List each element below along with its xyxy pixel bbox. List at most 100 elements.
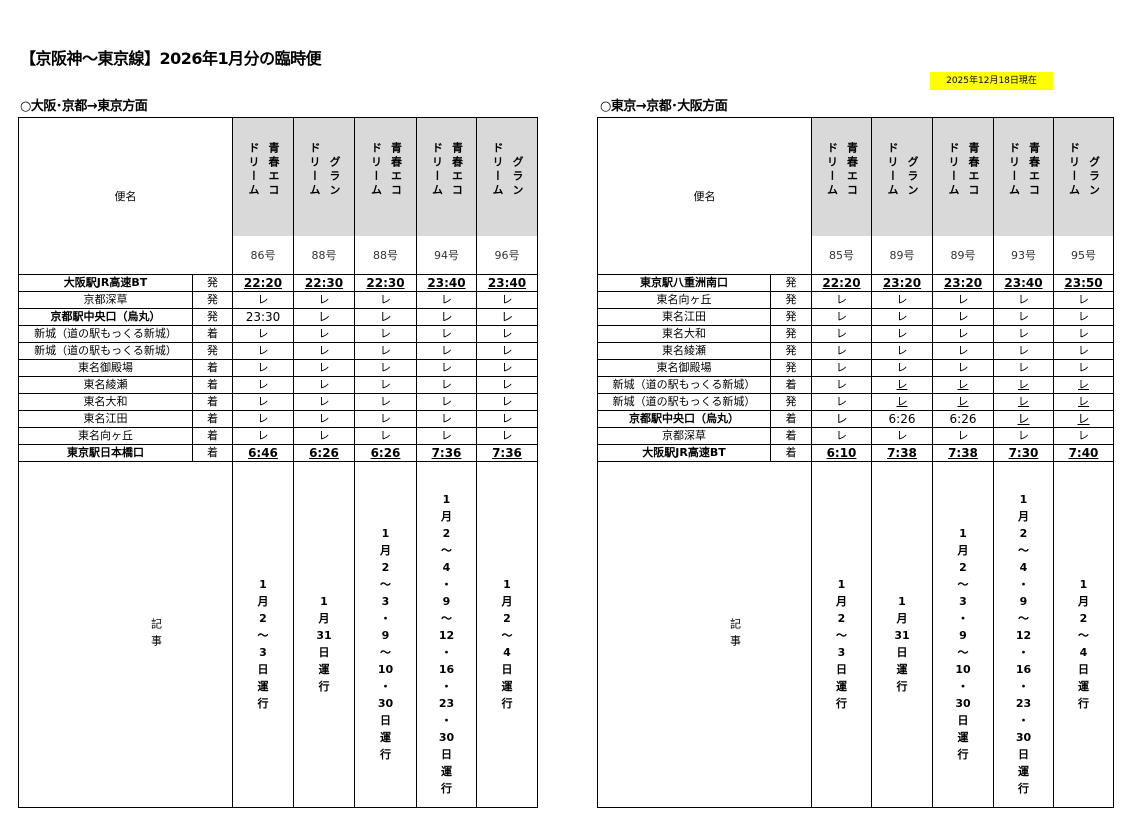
arrive-depart-type: 着: [770, 376, 812, 394]
time-cell: レ: [871, 376, 933, 394]
arrive-depart-type: 発: [192, 291, 233, 309]
time-cell: レ: [293, 410, 355, 428]
table-row: 京都深草発レレレレレ: [18, 291, 538, 309]
note-char: 3: [959, 594, 967, 608]
arrive-depart-type: 着: [770, 427, 812, 445]
arrive-depart-type: 発: [770, 342, 812, 360]
time-cell: レ: [232, 325, 294, 343]
service-number: 89号: [932, 236, 994, 275]
table-row: 東名御殿場発レレレレレ: [597, 359, 1114, 377]
note-char: 2: [1079, 611, 1088, 625]
note-char: 行: [1078, 696, 1089, 710]
note-char: ・: [441, 577, 452, 591]
note-char: 4: [442, 560, 451, 574]
time-cell: レ: [354, 291, 417, 309]
time-cell: レ: [1053, 308, 1114, 326]
note-char: 日: [380, 713, 391, 727]
time-cell: レ: [354, 325, 417, 343]
table-row: 新城（道の駅もっくる新城）発レレレレレ: [18, 342, 538, 360]
arrive-depart-type: 着: [192, 393, 233, 411]
time-cell: レ: [416, 393, 477, 411]
service-number: 89号: [871, 236, 933, 275]
service-name-line: グラン: [906, 156, 919, 198]
note-char: 運: [1018, 764, 1029, 778]
note-char: 日: [1078, 662, 1089, 676]
note-char: ～: [1078, 628, 1089, 642]
time-cell: レ: [932, 359, 994, 377]
note-char: 月: [896, 611, 908, 625]
note-char: 月: [1018, 509, 1029, 523]
note-char: 1: [959, 526, 967, 540]
station-name: 新城（道の駅もっくる新城）: [597, 376, 771, 394]
time-cell: 6:46: [232, 444, 294, 462]
table-row: 東名大和発レレレレレ: [597, 325, 1114, 343]
station-name: 東名向ヶ丘: [597, 291, 771, 309]
service-name-line: 青春エコ: [967, 142, 980, 198]
service-name-cell: 青春エコ ドリーム: [993, 117, 1054, 236]
table-row: 京都駅中央口（烏丸）発 23:30 レレレレ: [18, 308, 538, 326]
service-name-line: 青春エコ: [845, 142, 859, 198]
arrive-depart-type: 発: [192, 274, 233, 292]
notes-header: 記事: [597, 461, 812, 808]
time-cell: レ: [1053, 410, 1114, 428]
time-cell: レ: [993, 376, 1054, 394]
time-cell: レ: [416, 325, 477, 343]
time-cell: 23:30: [232, 308, 294, 326]
note-char: 4: [1019, 560, 1028, 574]
time-cell: レ: [416, 308, 477, 326]
time-cell: 22:20: [232, 274, 294, 292]
time-cell: レ: [354, 308, 417, 326]
time-cell: レ: [293, 376, 355, 394]
service-name: 青春エコ ドリーム: [934, 118, 993, 236]
note-char: 月: [257, 594, 269, 608]
note-char: ～: [1018, 543, 1029, 557]
service-name-cell: グラン ドリーム: [293, 117, 355, 236]
arrive-depart-type: 着: [192, 325, 233, 343]
time-cell: レ: [476, 342, 538, 360]
station-name: 東名江田: [597, 308, 771, 326]
service-note: 1 月 31 日運行: [293, 461, 355, 808]
note-char: 1: [442, 492, 451, 506]
time-cell: レ: [1053, 325, 1114, 343]
table-row: 東名向ヶ丘着レレレレレ: [18, 427, 538, 445]
time-cell: レ: [293, 342, 355, 360]
station-name: 京都深草: [597, 427, 771, 445]
table-row: 東名御殿場着レレレレレ: [18, 359, 538, 377]
note-char: 31: [316, 628, 332, 642]
note-char: 行: [896, 679, 908, 693]
time-cell: 6:10: [811, 444, 872, 462]
time-cell: レ: [993, 359, 1054, 377]
time-cell: レ: [354, 342, 417, 360]
station-name: 大阪駅JR高速BT: [597, 444, 771, 462]
time-cell: 22:30: [293, 274, 355, 292]
time-cell: レ: [871, 427, 933, 445]
table-row: 京都深草着レレレレレ: [597, 427, 1114, 445]
heading-tokyo-to-osaka: ○東京→京都･大阪方面: [600, 99, 728, 114]
note-char: ・: [957, 679, 969, 693]
time-cell: レ: [811, 427, 872, 445]
table-row: 大阪駅JR高速BT 発 22:20 22:30 22:30 23:40 23:40: [18, 274, 538, 292]
service-name-cell: グラン ドリーム: [1053, 117, 1114, 236]
service-name-row: 便名 青春エコ ドリーム グラン ドリーム 青春エコ ドリーム 青春エコ ドリーム グラン ドリーム: [18, 117, 538, 275]
time-cell: レ: [811, 342, 872, 360]
time-cell: レ: [932, 325, 994, 343]
time-cell: レ: [416, 342, 477, 360]
station-name: 東名綾瀬: [18, 376, 193, 394]
note-char: 運: [1078, 679, 1089, 693]
arrive-depart-type: 着: [770, 444, 812, 462]
service-name: グラン ドリーム: [873, 118, 932, 236]
time-cell: レ: [232, 291, 294, 309]
timetable-tokyo-to-osaka: 便名 青春エコ ドリーム グラン ドリーム 青春エコ ドリーム 青春エコ ドリーム グラン ドリーム…: [597, 117, 1114, 808]
table-row: 東京駅八重洲南口発 22:20 23:20 23:20 23:40 23:50: [597, 274, 1114, 292]
arrive-depart-type: 発: [770, 359, 812, 377]
note-char: 23: [1015, 696, 1032, 710]
service-name-cell: グラン ドリーム: [476, 117, 538, 236]
heading-osaka-to-tokyo: ○大阪･京都→東京方面: [20, 99, 148, 114]
note-char: 日: [441, 747, 452, 761]
time-cell: レ: [293, 359, 355, 377]
time-cell: 7:40: [1053, 444, 1114, 462]
note-char: 1: [320, 594, 328, 608]
station-name: 東名大和: [597, 325, 771, 343]
service-number: 85号: [811, 236, 872, 275]
service-name: グラン ドリーム: [478, 118, 537, 236]
